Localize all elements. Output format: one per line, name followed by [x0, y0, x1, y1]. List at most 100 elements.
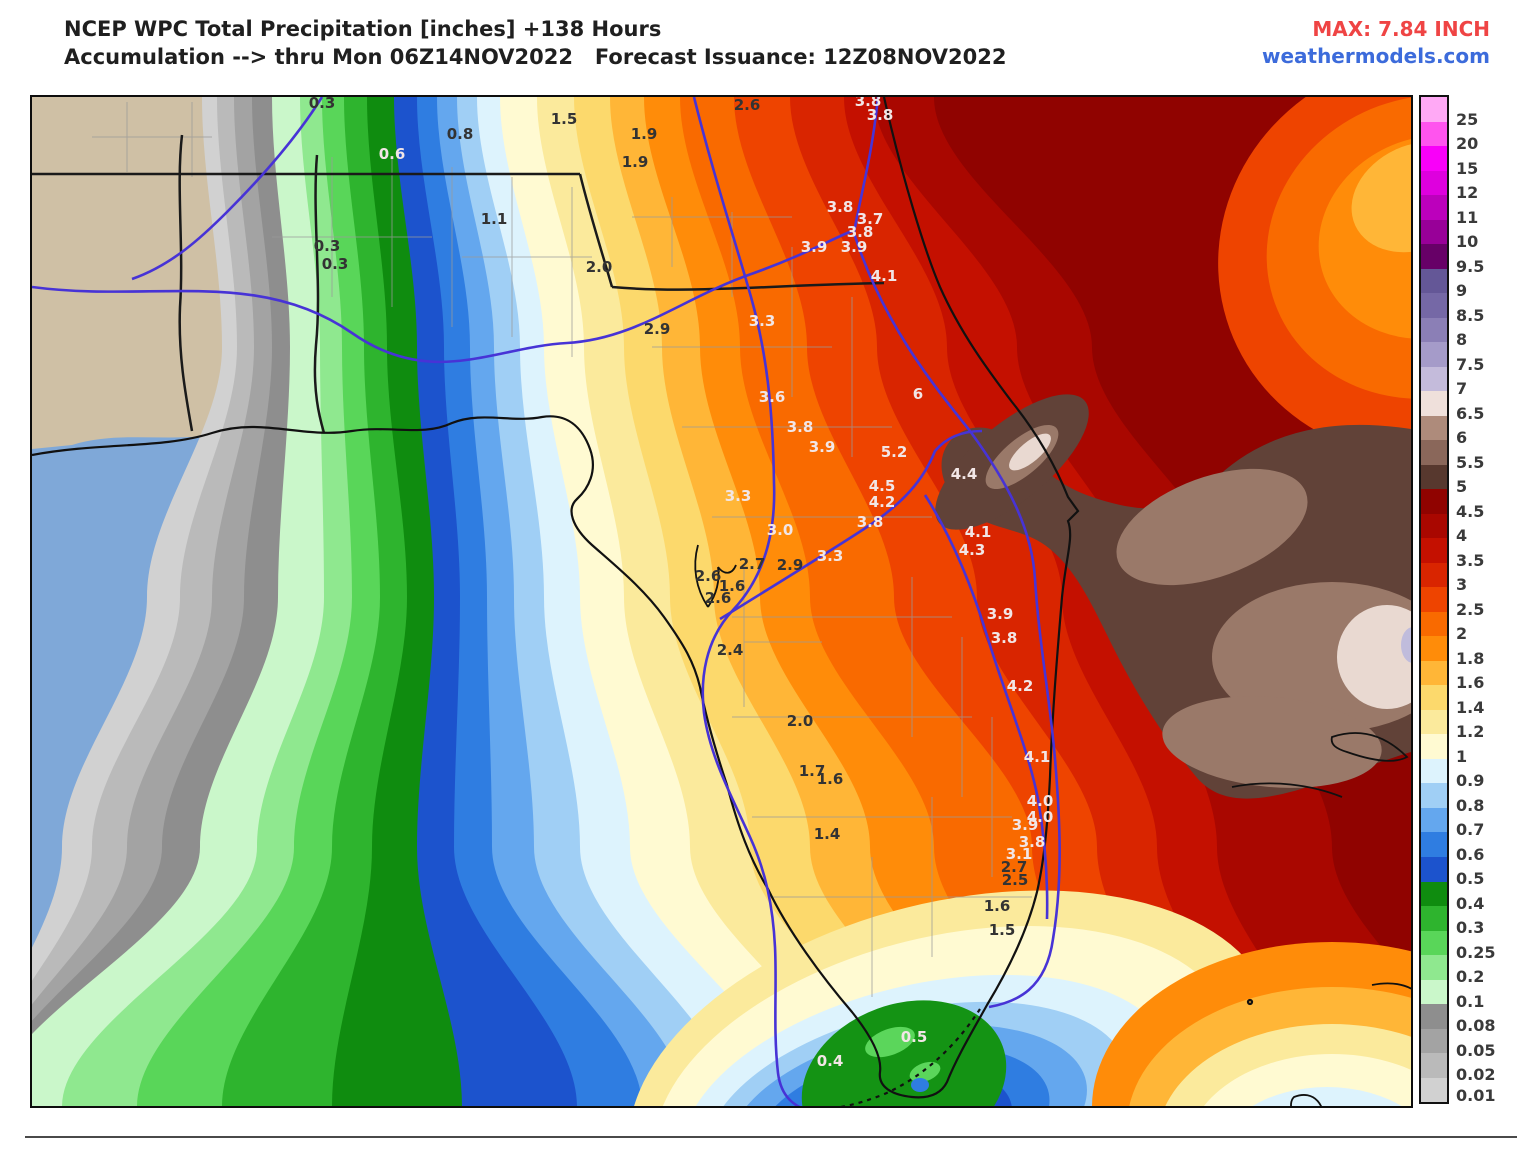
precip-value-label: 1.1: [481, 210, 508, 228]
legend-label-0.4: 0.4: [1456, 893, 1485, 913]
precip-value-label: 0.5: [901, 1028, 928, 1046]
precip-value-label: 5.2: [881, 443, 908, 461]
bah-ring-0.9: [1252, 1087, 1402, 1106]
precip-value-label: 0.4: [817, 1052, 844, 1070]
legend-band-0.3: [1421, 906, 1447, 931]
precip-value-label: 4.0: [1027, 808, 1054, 826]
legend-band-12: [1421, 170, 1447, 196]
legend-band-6: [1421, 415, 1447, 441]
legend-band-8.5: [1421, 293, 1447, 318]
legend-band-11: [1421, 195, 1447, 220]
legend-band-6.5: [1421, 391, 1447, 416]
lavender-spot: [1401, 627, 1411, 663]
interstate-highways: [32, 97, 1061, 1106]
legend-label-7: 7: [1456, 379, 1468, 399]
precip-value-label: 3.8: [827, 198, 854, 216]
gulf-coastline: [32, 97, 1080, 1099]
precip-value-label: 3.8: [787, 418, 814, 436]
county-lines: [92, 102, 1032, 997]
precip-value-label: 2.4: [717, 641, 744, 659]
precip-value-label: 3.8: [991, 629, 1018, 647]
legend-band-1.6: [1421, 660, 1447, 686]
site-watermark: weathermodels.com: [1261, 44, 1490, 68]
bahamas-minimum: [1092, 942, 1411, 1106]
river-line: [313, 154, 326, 434]
legend-label-0.25: 0.25: [1456, 942, 1496, 962]
precip-value-label: 4.2: [869, 493, 896, 511]
legend-band-8: [1421, 317, 1447, 343]
legend-label-0.08: 0.08: [1456, 1016, 1496, 1036]
legend-band-5: [1421, 464, 1447, 490]
river-border: [578, 173, 614, 288]
legend-band-0.1: [1421, 979, 1447, 1005]
interstate-i95: [852, 97, 1061, 1009]
precip-value-label: 1.5: [551, 110, 578, 128]
precip-value-label: 1.7: [799, 762, 826, 780]
legend-label-0.3: 0.3: [1456, 918, 1485, 938]
legend-label-4: 4: [1456, 526, 1468, 546]
precip-value-label: 3.8: [847, 223, 874, 241]
green-light-patch: [865, 1026, 915, 1058]
legend-band-7: [1421, 366, 1447, 392]
legend-label-10: 10: [1456, 232, 1479, 252]
precip-value-label: 3.9: [841, 238, 868, 256]
precip-value-label: 3.0: [767, 521, 794, 539]
everglades-green-area: [801, 1000, 1007, 1106]
precip-value-label: 1.9: [622, 153, 649, 171]
legend-band-15: [1421, 146, 1447, 171]
abaco-island-outline: [1330, 732, 1409, 762]
legend-label-5: 5: [1456, 477, 1468, 497]
legend-band-5.5: [1421, 440, 1447, 465]
brown-mid-patch: [1116, 468, 1308, 586]
precip-value-label: 4.1: [1024, 748, 1051, 766]
precip-value-label: 4.3: [959, 541, 986, 559]
legend-band-2.5: [1421, 587, 1447, 612]
legend-color-bar: [1419, 95, 1449, 1104]
precip-value-label: 2.5: [1002, 871, 1029, 889]
northeast-minimum: [1218, 97, 1411, 459]
legend-label-1: 1: [1456, 746, 1468, 766]
precip-value-label: 3.3: [749, 312, 776, 330]
footer-divider: [25, 1136, 1517, 1138]
precip-value-label: 2.9: [644, 320, 671, 338]
interstate-i65: [131, 97, 324, 281]
legend-band-0.02: [1421, 1053, 1447, 1078]
legend-label-1.8: 1.8: [1456, 648, 1485, 668]
florida-turnpike: [923, 494, 1049, 920]
legend-band-3.5: [1421, 538, 1447, 563]
legend-label-15: 15: [1456, 158, 1479, 178]
map-subtitle: Accumulation --> thru Mon 06Z14NOV2022 F…: [64, 45, 1007, 69]
precip-value-label: 6: [913, 385, 923, 403]
legend-label-1.4: 1.4: [1456, 697, 1485, 717]
legend-label-20: 20: [1456, 134, 1479, 154]
legend-band-3: [1421, 562, 1447, 588]
precip-value-label: 1.5: [989, 921, 1016, 939]
interstate-i4: [719, 429, 983, 621]
legend-label-0.5: 0.5: [1456, 869, 1485, 889]
precip-value-label: 1.9: [631, 125, 658, 143]
legend-band-7.5: [1421, 342, 1447, 367]
legend-band-0.25: [1421, 930, 1447, 956]
precip-value-labels: 0.31.50.80.61.92.6 3.83.81.91.13.83.73.83…: [309, 97, 1054, 1070]
legend-label-3.5: 3.5: [1456, 550, 1485, 570]
legend-band-0.08: [1421, 1004, 1447, 1029]
precip-value-label: 0.3: [322, 255, 349, 273]
legend-label-0.7: 0.7: [1456, 820, 1485, 840]
precip-value-label: 4.1: [965, 523, 992, 541]
precip-value-label: 3.8: [857, 513, 884, 531]
legend-label-0.2: 0.2: [1456, 967, 1485, 987]
legend-band-0.05: [1421, 1028, 1447, 1054]
legend-band-0.9: [1421, 758, 1447, 784]
precip-value-label: 4.1: [871, 267, 898, 285]
legend-band-9.5: [1421, 244, 1447, 269]
legend-label-8.5: 8.5: [1456, 305, 1485, 325]
coastlines: [32, 97, 1411, 1106]
legend-band-25: [1421, 97, 1447, 122]
grand-bahama-outline: [1231, 782, 1343, 798]
precip-value-label: 0.6: [379, 145, 406, 163]
legend-label-8: 8: [1456, 330, 1468, 350]
tampa-bay-outline: [694, 544, 737, 608]
legend-label-2.5: 2.5: [1456, 599, 1485, 619]
legend-band-4: [1421, 513, 1447, 539]
interstate-i10: [32, 229, 853, 364]
